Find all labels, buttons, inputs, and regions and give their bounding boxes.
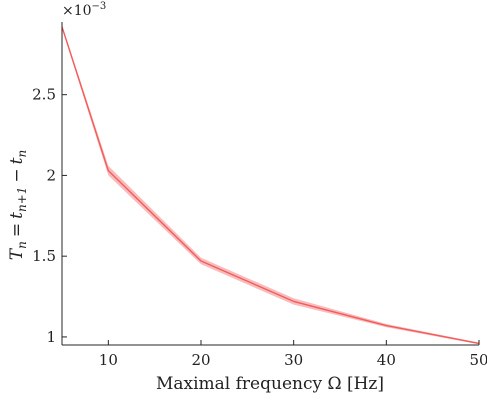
y-axis-label: Tn=tn+1−tn [7,150,29,260]
x-tick-label: 20 [191,351,210,369]
x-tick-label: 40 [377,351,396,369]
x-tick-label: 50 [469,351,487,369]
y-tick-label: 1 [46,328,56,346]
x-axis-label: Maximal frequency Ω [Hz] [156,374,384,394]
y-exponent-label: ×10−3 [62,1,106,19]
y-axis-title: Tn=tn+1−tn [7,150,29,260]
x-tick-label: 10 [99,351,118,369]
y-tick-label: 2 [46,166,56,184]
x-tick-label: 30 [284,351,303,369]
y-tick-label: 1.5 [32,247,56,265]
y-tick-label: 2.5 [32,86,56,104]
plot-area: 10 20 30 40 50 1 1.5 2 2.5 [32,22,487,369]
series-0-band [62,25,479,345]
series-0-line [61,26,480,345]
